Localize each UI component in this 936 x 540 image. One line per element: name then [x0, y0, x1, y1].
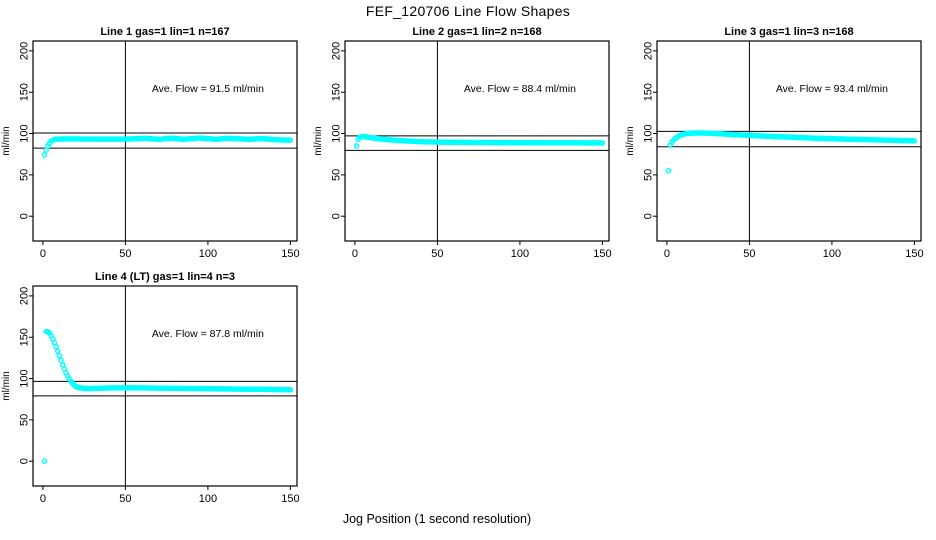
x-tick-label: 100 [511, 248, 529, 260]
data-point [911, 138, 918, 144]
y-tick-label: 100 [19, 369, 31, 387]
x-tick-label: 100 [823, 248, 841, 260]
y-tick-label: 150 [19, 328, 31, 346]
chart-line-1: 0 50 100 150 0 50 100 150 200 ml/min Line 1 gas=1 … [0, 24, 312, 269]
x-tick-label: 50 [119, 493, 131, 505]
x-axis-label: Jog Position (1 second resolution) [342, 512, 532, 526]
x-tick-label: 100 [199, 493, 217, 505]
x-tick-label: 150 [281, 493, 299, 505]
subplot-title: Line 2 gas=1 lin=2 n=168 [412, 26, 541, 38]
data-point [54, 348, 61, 355]
y-tick-label: 50 [331, 169, 343, 181]
y-tick-label: 200 [19, 287, 31, 305]
y-tick-label: 100 [643, 124, 655, 142]
chart-line-4: 0 50 100 150 0 50 100 150 200 ml/min Line 4 (LT) g… [0, 269, 312, 514]
subplot-svg: 0 50 100 150 0 50 100 150 200 ml/min Line 3 gas=1 … [625, 26, 924, 260]
subplot-title: Line 4 (LT) gas=1 lin=4 n=3 [95, 271, 235, 283]
data-point [58, 357, 64, 364]
plot-box [344, 40, 610, 242]
annotation-ave-flow: Ave. Flow = 87.8 ml/min [152, 328, 264, 340]
x-tick-label: 50 [431, 248, 443, 260]
y-tick-label: 50 [19, 169, 31, 181]
x-tick-label: 0 [40, 493, 46, 505]
y-axis-unit-label: ml/min [625, 126, 636, 155]
plot-box [32, 285, 298, 487]
x-tick-label: 100 [199, 248, 217, 260]
data-point [353, 143, 360, 149]
y-axis-unit-label: ml/min [313, 126, 324, 155]
chart-line-2: 0 50 100 150 0 50 100 150 200 ml/min Line 2 gas=1 … [312, 24, 624, 269]
subplot-title: Line 1 gas=1 lin=1 n=167 [100, 26, 229, 38]
page-title: FEF_120706 Line Flow Shapes [365, 3, 571, 19]
x-tick-label: 0 [352, 248, 358, 260]
annotation-ave-flow: Ave. Flow = 91.5 ml/min [152, 83, 264, 95]
y-tick-label: 200 [331, 42, 343, 60]
y-tick-label: 50 [643, 169, 655, 181]
y-tick-label: 150 [331, 83, 343, 101]
subplot-svg: 0 50 100 150 0 50 100 150 200 ml/min Line 4 (LT) g… [1, 271, 300, 505]
data-point [287, 386, 294, 393]
y-tick-label: 100 [331, 124, 343, 142]
subplot-title: Line 3 gas=1 lin=3 n=168 [724, 26, 853, 38]
y-tick-label: 0 [19, 458, 31, 464]
data-point [56, 353, 63, 359]
data-point [665, 167, 672, 174]
y-tick-label: 100 [19, 124, 31, 142]
x-tick-label: 0 [664, 248, 670, 260]
annotation-ave-flow: Ave. Flow = 88.4 ml/min [464, 83, 576, 95]
plot-box [656, 40, 922, 242]
x-tick-label: 150 [281, 248, 299, 260]
data-point [599, 140, 606, 146]
y-tick-label: 200 [19, 42, 31, 60]
y-tick-label: 0 [19, 213, 31, 219]
x-tick-label: 50 [119, 248, 131, 260]
y-tick-label: 0 [643, 213, 655, 219]
plot-box [32, 40, 298, 242]
y-axis-unit-label: ml/min [1, 126, 12, 155]
data-points [353, 133, 606, 149]
data-point [41, 152, 48, 158]
data-points [665, 130, 918, 174]
x-tick-label: 150 [905, 248, 923, 260]
y-tick-label: 200 [643, 42, 655, 60]
data-points [41, 328, 294, 465]
annotation-ave-flow: Ave. Flow = 93.4 ml/min [776, 83, 888, 95]
y-tick-label: 150 [19, 83, 31, 101]
data-point [287, 137, 294, 143]
y-axis-unit-label: ml/min [1, 371, 12, 400]
y-tick-label: 150 [643, 83, 655, 101]
subplot-svg: 0 50 100 150 0 50 100 150 200 ml/min Line 1 gas=1 … [1, 26, 300, 260]
x-tick-label: 0 [40, 248, 46, 260]
x-tick-label: 50 [743, 248, 755, 260]
data-point [41, 458, 48, 465]
data-points [41, 135, 294, 158]
data-point [53, 343, 59, 350]
y-tick-label: 50 [19, 414, 31, 426]
subplot-svg: 0 50 100 150 0 50 100 150 200 ml/min Line 2 gas=1 … [313, 26, 612, 260]
chart-line-3: 0 50 100 150 0 50 100 150 200 ml/min Line 3 gas=1 … [624, 24, 936, 269]
x-tick-label: 150 [593, 248, 611, 260]
y-tick-label: 0 [331, 213, 343, 219]
